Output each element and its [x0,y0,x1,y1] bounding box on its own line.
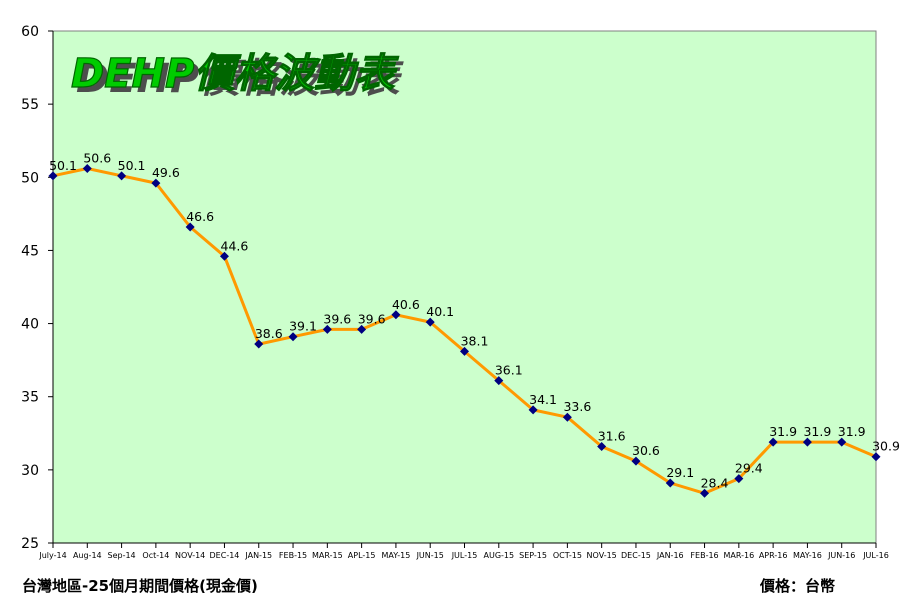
chart-title: DEHP價格波動表 [71,51,399,97]
data-label: 29.4 [735,461,763,476]
data-point [871,452,881,462]
plot-area [52,30,877,544]
data-label: 50.1 [49,158,77,173]
data-point [117,171,127,181]
x-tick-label: MAR-15 [312,551,343,560]
data-point [700,488,710,498]
data-point [562,412,572,422]
data-label: 44.6 [221,238,249,253]
data-point [425,317,435,327]
data-point [254,339,264,349]
data-label: 33.6 [563,399,591,414]
x-tick-label: MAR-16 [723,551,754,560]
data-label: 31.6 [598,428,626,443]
x-tick-label: NOV-14 [175,551,205,560]
data-label: 50.1 [118,158,146,173]
x-tick-label: Oct-14 [142,551,169,560]
footer-note: 台灣地區-25個月期間價格(現金價) [22,577,258,595]
x-tick-label: JUN-15 [416,551,444,560]
data-point [768,437,778,447]
x-tick-label: Sep-14 [108,551,136,560]
data-points [48,164,881,498]
data-label: 40.1 [426,304,454,319]
data-point [734,474,744,484]
x-tick-label: FEB-15 [279,551,307,560]
y-tick-label: 40 [21,317,39,333]
x-tick-label: MAY-16 [793,551,822,560]
data-point [357,324,367,334]
x-tick-label: APR-16 [759,551,788,560]
x-tick-label: MAY-15 [382,551,411,560]
x-tick-label: JUN-16 [827,551,855,560]
data-point [460,346,469,356]
data-label: 28.4 [701,475,729,490]
data-label: 36.1 [495,363,523,378]
data-label: 31.9 [769,424,797,439]
data-point [528,405,538,415]
data-point [288,332,298,342]
chart-title-shadow: DEHP價格波動表 [76,56,404,102]
data-label: 29.1 [666,465,694,480]
x-axis: July-14 Aug-14 Sep-14 Oct-14 NOV-14 DEC-14 JAN… [38,542,889,560]
y-tick-label: 50 [21,170,39,186]
x-tick-label: DEC-15 [621,551,651,560]
data-point [322,324,332,334]
data-label: 39.1 [289,319,317,334]
x-tick-label: JUL-16 [862,551,889,560]
data-point [837,437,847,447]
y-tick-label: 30 [21,463,39,479]
y-tick-label: 35 [21,390,39,406]
data-point [802,437,812,447]
data-label: 30.6 [632,443,660,458]
y-tick-label: 55 [21,97,39,113]
data-label: 34.1 [529,392,557,407]
data-label: 46.6 [186,209,214,224]
data-point [665,478,675,488]
data-point [82,164,92,174]
data-label: 40.6 [392,297,420,312]
y-axis: 25 30 35 40 45 50 55 60 [21,24,54,552]
data-label: 30.9 [872,439,900,454]
data-label: 38.1 [461,333,489,348]
x-tick-label: AUG-15 [483,551,514,560]
x-tick-label: JAN-16 [656,551,684,560]
data-label: 39.6 [358,311,386,326]
y-tick-label: 25 [21,536,39,552]
x-tick-label: DEC-14 [210,551,240,560]
x-tick-label: July-14 [38,551,66,560]
data-label: 49.6 [152,165,180,180]
data-point [494,376,504,386]
data-label: 39.6 [323,311,351,326]
currency-note: 價格：台幣 [760,577,836,595]
data-point [151,178,161,188]
y-tick-label: 60 [21,24,39,40]
data-point [631,456,641,466]
x-tick-label: JAN-15 [244,551,272,560]
x-tick-label: FEB-16 [690,551,718,560]
data-point [185,222,195,232]
x-tick-label: SEP-15 [519,551,547,560]
x-tick-label: NOV-15 [587,551,617,560]
x-tick-label: APL-15 [348,551,376,560]
data-point [219,251,229,261]
data-label: 31.9 [838,424,866,439]
data-point [391,310,401,320]
data-label: 38.6 [255,326,283,341]
data-label: 31.9 [803,424,831,439]
x-tick-label: OCT-15 [553,551,582,560]
data-labels: 50.1 50.6 50.1 49.6 46.6 44.6 38.6 39.1 39.6 39.6… [49,151,900,491]
data-point [48,171,58,181]
data-label: 50.6 [83,151,111,166]
x-tick-label: JUL-15 [451,551,478,560]
x-tick-label: Aug-14 [73,551,102,560]
y-tick-label: 45 [21,243,39,259]
data-point [597,441,607,451]
